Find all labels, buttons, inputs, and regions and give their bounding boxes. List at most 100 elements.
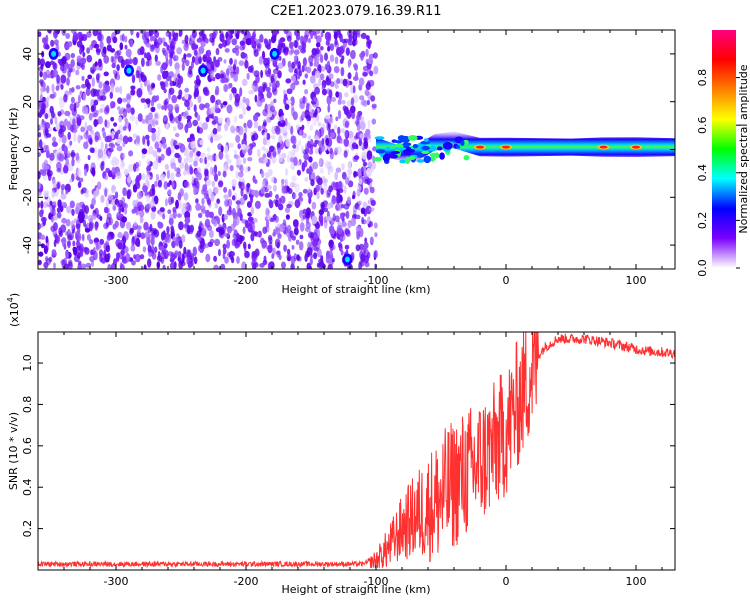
noise-speckle bbox=[193, 160, 198, 167]
noise-speckle bbox=[166, 226, 170, 234]
noise-speckle bbox=[196, 172, 202, 181]
noise-speckle bbox=[204, 169, 209, 177]
noise-speckle bbox=[50, 39, 55, 47]
noise-speckle bbox=[38, 57, 42, 66]
noise-speckle bbox=[141, 153, 146, 159]
noise-speckle bbox=[303, 152, 309, 161]
noise-speckle bbox=[126, 104, 132, 114]
signal-blob bbox=[375, 149, 386, 154]
noise-speckle bbox=[360, 207, 366, 215]
noise-speckle bbox=[51, 83, 55, 93]
noise-speckle bbox=[213, 255, 218, 262]
noise-speckle bbox=[236, 256, 240, 264]
noise-speckle bbox=[38, 181, 41, 190]
noise-speckle bbox=[150, 211, 156, 220]
noise-speckle bbox=[293, 55, 298, 61]
noise-speckle bbox=[329, 131, 336, 139]
noise-speckle bbox=[308, 156, 313, 163]
noise-speckle bbox=[361, 216, 364, 225]
noise-speckle bbox=[371, 161, 376, 169]
noise-speckle bbox=[325, 254, 330, 264]
noise-speckle bbox=[159, 207, 165, 213]
noise-speckle bbox=[315, 35, 322, 44]
noise-speckle bbox=[163, 41, 168, 47]
noise-speckle bbox=[104, 143, 108, 150]
noise-speckle bbox=[69, 178, 73, 183]
noise-speckle bbox=[100, 141, 104, 151]
noise-speckle bbox=[177, 95, 182, 100]
noise-speckle bbox=[324, 52, 328, 61]
noise-speckle bbox=[372, 146, 377, 152]
noise-speckle bbox=[312, 142, 317, 148]
noise-speckle bbox=[344, 130, 348, 138]
noise-speckle bbox=[135, 135, 141, 144]
noise-speckle bbox=[60, 184, 66, 191]
noise-speckle bbox=[266, 91, 272, 99]
noise-speckle bbox=[346, 100, 353, 107]
noise-speckle bbox=[77, 181, 82, 189]
noise-speckle bbox=[288, 150, 292, 157]
noise-speckle bbox=[175, 77, 179, 88]
noise-speckle bbox=[356, 113, 360, 123]
noise-speckle bbox=[74, 231, 80, 236]
noise-speckle bbox=[150, 30, 154, 35]
noise-speckle bbox=[43, 164, 50, 170]
noise-speckle bbox=[152, 160, 159, 170]
noise-speckle bbox=[250, 35, 255, 44]
noise-speckle bbox=[115, 171, 122, 179]
noise-speckle bbox=[130, 244, 136, 252]
noise-speckle bbox=[102, 131, 107, 139]
noise-speckle bbox=[181, 56, 187, 64]
noise-speckle bbox=[57, 199, 62, 209]
noise-speckle bbox=[315, 184, 320, 193]
noise-speckle bbox=[347, 130, 354, 140]
noise-speckle bbox=[350, 217, 357, 227]
noise-speckle bbox=[253, 121, 259, 129]
noise-speckle bbox=[184, 210, 191, 220]
noise-speckle bbox=[143, 103, 149, 110]
noise-speckle bbox=[246, 182, 251, 189]
noise-speckle bbox=[355, 225, 361, 232]
colorbar-tick-label: 0.2 bbox=[696, 212, 709, 230]
noise-speckle bbox=[117, 97, 123, 104]
hotspot-core bbox=[51, 50, 57, 57]
noise-speckle bbox=[261, 170, 265, 179]
noise-speckle bbox=[368, 79, 375, 87]
noise-speckle bbox=[73, 102, 77, 112]
noise-speckle bbox=[65, 158, 70, 167]
noise-speckle bbox=[250, 206, 254, 215]
noise-speckle bbox=[220, 263, 226, 269]
noise-speckle bbox=[70, 124, 74, 133]
noise-speckle bbox=[170, 254, 176, 261]
noise-speckle bbox=[298, 241, 304, 251]
noise-speckle bbox=[314, 70, 321, 79]
noise-speckle bbox=[253, 70, 260, 78]
noise-speckle bbox=[259, 157, 265, 164]
noise-speckle bbox=[358, 77, 365, 86]
noise-speckle bbox=[244, 219, 249, 229]
noise-speckle bbox=[253, 30, 256, 35]
noise-speckle bbox=[287, 188, 293, 194]
noise-speckle bbox=[116, 64, 120, 72]
noise-speckle bbox=[99, 216, 103, 221]
noise-speckle bbox=[38, 132, 42, 138]
noise-speckle bbox=[136, 88, 143, 98]
noise-speckle bbox=[344, 92, 349, 98]
noise-speckle bbox=[209, 166, 213, 176]
noise-speckle bbox=[333, 31, 338, 40]
noise-speckle bbox=[296, 254, 300, 261]
noise-speckle bbox=[298, 69, 303, 77]
noise-speckle bbox=[319, 54, 324, 64]
noise-speckle bbox=[142, 135, 146, 145]
signal-blob bbox=[394, 143, 404, 148]
noise-speckle bbox=[56, 168, 62, 173]
noise-speckle bbox=[275, 126, 281, 135]
noise-speckle bbox=[277, 70, 282, 79]
noise-speckle bbox=[334, 215, 340, 223]
noise-speckle bbox=[246, 72, 250, 80]
noise-speckle bbox=[200, 40, 206, 48]
noise-speckle bbox=[232, 47, 237, 54]
noise-speckle bbox=[158, 245, 165, 251]
x-tick-label: 0 bbox=[503, 575, 510, 588]
svg-text:(x104): (x104) bbox=[6, 293, 21, 327]
